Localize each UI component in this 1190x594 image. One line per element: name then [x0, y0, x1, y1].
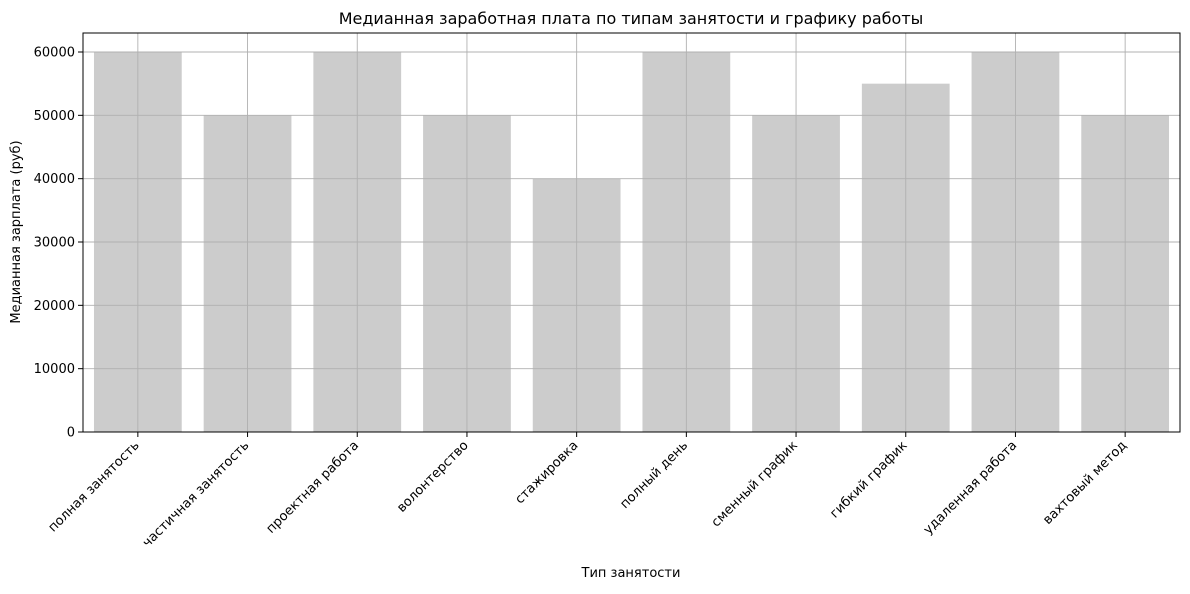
- y-axis-label: Медианная зарплата (руб): [9, 140, 24, 323]
- y-tick-label: 40000: [34, 172, 75, 187]
- x-tick-label: сменный график: [709, 438, 801, 530]
- x-tick-label: стажировка: [513, 438, 582, 507]
- plot-frame: [82, 32, 1181, 433]
- y-tick-label: 10000: [34, 362, 75, 377]
- y-tick-label: 60000: [34, 46, 75, 61]
- chart-title: Медианная заработная плата по типам заня…: [339, 9, 924, 28]
- grid-overlay: [83, 33, 1180, 433]
- y-axis: 0 10000 20000 30000 40000 50000 60000: [34, 46, 83, 441]
- y-tick-label: 30000: [34, 236, 75, 251]
- x-tick-label: вахтовый метод: [1040, 438, 1130, 528]
- x-tick-label: полный день: [617, 438, 691, 512]
- x-tick-label: гибкий график: [827, 438, 910, 521]
- y-tick-label: 20000: [34, 299, 75, 314]
- x-axis-label: Тип занятости: [581, 566, 681, 581]
- x-tick-label: волонтерство: [394, 438, 471, 515]
- y-tick-label: 0: [67, 426, 75, 441]
- x-tick-label: удаленная работа: [921, 438, 1020, 537]
- x-tick-label: проектная работа: [264, 438, 362, 536]
- y-tick-label: 50000: [34, 109, 75, 124]
- x-tick-label: полная занятость: [46, 438, 143, 535]
- x-tick-label: частичная занятость: [140, 438, 252, 550]
